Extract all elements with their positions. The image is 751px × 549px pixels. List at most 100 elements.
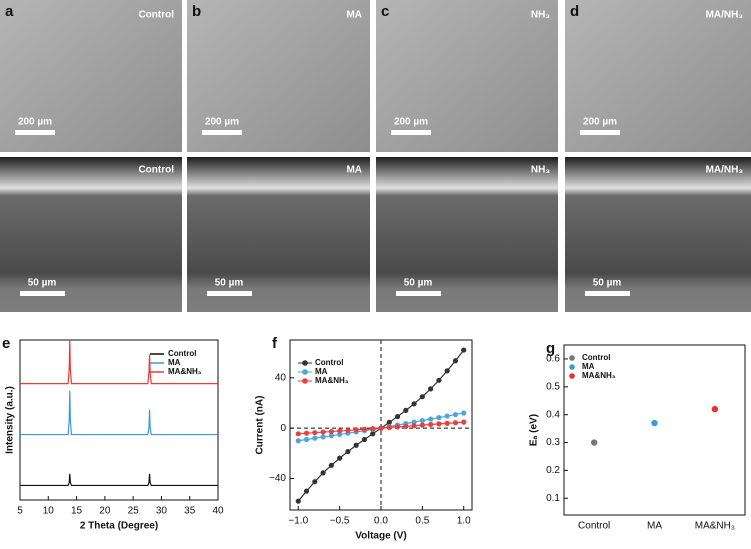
legend-label: Control (168, 349, 196, 358)
legend-label: Control (582, 353, 610, 362)
scale-bar-label: 50 µm (28, 278, 57, 289)
scale-bar-label: 50 µm (404, 278, 433, 289)
panel-letter: c (381, 3, 389, 20)
data-point (345, 427, 351, 434)
data-point (361, 426, 368, 432)
sem-image-bottom (376, 157, 558, 312)
scale-bar (207, 291, 252, 296)
y-axis-label: Eₐ (eV) (529, 414, 540, 446)
series-line (20, 473, 218, 487)
sample-label: MA (346, 10, 362, 21)
sample-label: Control (138, 10, 174, 21)
legend-swatch (569, 355, 575, 361)
data-point (436, 421, 442, 427)
legend-label: MA (315, 367, 328, 376)
data-point (444, 368, 450, 374)
data-point (320, 429, 326, 435)
data-point (651, 419, 658, 427)
data-point (295, 431, 301, 437)
data-point (303, 488, 310, 494)
scale-bar (202, 130, 242, 135)
x-tick-label: MA&NH₃ (695, 521, 735, 532)
scale-bar-label: 50 µm (215, 278, 244, 289)
legend-label: MA (168, 358, 181, 367)
sem-image-top (376, 0, 558, 152)
legend-swatch (569, 364, 575, 370)
data-point (590, 439, 598, 446)
legend-label: MA&NH₃ (168, 367, 202, 376)
y-tick-label: 0.6 (546, 354, 560, 365)
data-point (461, 419, 467, 425)
data-point (386, 419, 392, 425)
data-point (419, 394, 425, 400)
x-tick-label: 30 (156, 506, 168, 517)
panel-letter: f (272, 335, 278, 352)
sem-image-bottom (187, 157, 370, 312)
scale-bar-label: 50 µm (593, 278, 622, 289)
data-point (303, 436, 310, 443)
panel-letter: a (5, 3, 14, 20)
x-tick-label: 20 (99, 506, 111, 517)
data-point (386, 424, 392, 431)
data-point (444, 413, 450, 419)
legend-label: Control (315, 358, 343, 367)
data-point (361, 436, 368, 443)
series-line (20, 390, 218, 436)
y-tick-label: 0.5 (546, 381, 560, 392)
scale-bar (15, 130, 55, 135)
y-tick-label: 0.2 (546, 465, 560, 476)
legend-label: MA&NH₃ (315, 376, 349, 385)
data-point (295, 438, 301, 444)
x-tick-label: 25 (128, 506, 140, 517)
y-tick-label: 0.3 (546, 437, 560, 448)
data-point (461, 347, 467, 353)
data-point (337, 428, 343, 434)
data-point (328, 428, 334, 435)
sample-label: MA/NH₃ (706, 10, 744, 21)
sem-image-top (565, 0, 751, 152)
data-point (461, 410, 467, 416)
panel-letter: e (2, 335, 10, 352)
scale-bar (391, 130, 431, 135)
data-point (411, 401, 417, 407)
data-point (436, 414, 442, 421)
data-point (403, 423, 409, 429)
data-point (394, 413, 401, 420)
data-point (312, 435, 318, 441)
y-tick-label: 0 (280, 423, 286, 434)
sem-image-top (0, 0, 182, 152)
y-tick-label: 0.4 (546, 409, 560, 420)
sample-label: NH₃ (531, 10, 550, 21)
y-tick-label: 40 (275, 372, 287, 383)
data-point (320, 470, 326, 476)
legend-swatch (302, 360, 308, 366)
x-tick-label: 1.0 (457, 516, 471, 527)
x-tick-label: Control (578, 521, 610, 532)
sem-image-top (187, 0, 370, 152)
sample-label: Control (138, 165, 174, 176)
panel-letter: b (192, 3, 201, 20)
data-point (411, 419, 417, 425)
legend-swatch (302, 378, 308, 384)
scale-bar-label: 200 µm (394, 117, 428, 128)
x-tick-label: 0.0 (374, 516, 388, 527)
sem-image-bottom (0, 157, 182, 312)
y-tick-label: −40 (269, 473, 286, 484)
x-tick-label: 15 (71, 506, 83, 517)
data-point (428, 386, 434, 392)
scale-bar-label: 200 µm (18, 117, 52, 128)
data-point (328, 433, 334, 439)
data-point (452, 411, 459, 418)
y-axis-label: Intensity (a.u.) (5, 386, 16, 454)
y-axis-label: Current (nA) (255, 396, 266, 455)
data-point (419, 417, 425, 424)
sample-label: MA/NH₃ (706, 165, 744, 176)
plot-frame (563, 344, 746, 516)
data-point (419, 422, 425, 428)
data-point (312, 479, 318, 485)
panel-letter: g (546, 340, 555, 357)
x-tick-label: 35 (184, 506, 196, 517)
data-point (711, 405, 719, 413)
legend-label: MA (582, 362, 595, 371)
